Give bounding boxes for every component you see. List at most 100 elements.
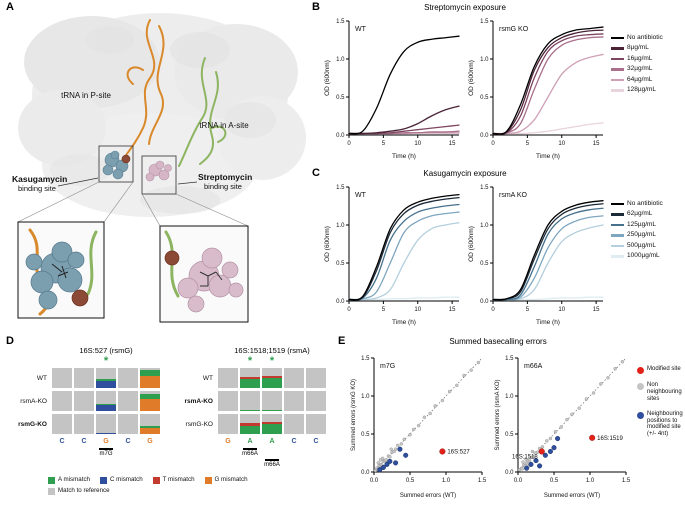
modified-site-points: 16S:1519 16S:1518 <box>512 434 624 460</box>
legend-item: 32µg/mL <box>611 65 663 72</box>
y-tick-label: 1.0 <box>361 394 370 400</box>
x-tick-label: 1.5 <box>622 478 631 484</box>
streptomycin-inset <box>159 225 249 323</box>
streptomycin-zoom-box <box>141 155 177 195</box>
kasugamycin-site-surface <box>102 150 131 180</box>
growth-curve-16-g-ml <box>492 33 604 135</box>
legend-swatch <box>611 47 624 50</box>
mismatch-cell <box>262 368 282 388</box>
x-tick-label: 10 <box>558 307 565 313</box>
panel-e-legend: Modified site Non neighbouring sites Neigh… <box>637 366 684 438</box>
y-axis-label: OD (600nm) <box>468 60 475 96</box>
axes <box>348 187 459 302</box>
legend-label: 62µg/mL <box>627 210 653 218</box>
mismatch-segment-G <box>140 428 160 434</box>
mismatch-cell <box>52 368 72 388</box>
axes <box>348 21 459 136</box>
kasugamycin-inset <box>17 221 105 319</box>
x-axis-label: Time (h) <box>392 153 416 160</box>
y-tick-label: 0.5 <box>505 432 514 438</box>
legend-label: 64µg/mL <box>627 75 653 83</box>
x-tick-label: 10 <box>414 141 421 147</box>
y-tick-label: 1.0 <box>505 394 514 400</box>
mismatch-segment-G <box>140 375 160 388</box>
legend-label: G mismatch <box>214 476 248 483</box>
x-tick-label: 0.5 <box>406 478 415 484</box>
x-tick-label: 0 <box>347 307 351 313</box>
panel-c-title: Kasugamycin exposure <box>423 169 507 178</box>
legend-item: 500µg/mL <box>611 242 663 249</box>
significance-asterisk: * <box>247 355 253 367</box>
growth-plot-streptomycin-wt: 0 5 10 15 0.0 0.5 1.0 1.5 Time (h) OD (600nm) WT <box>324 19 460 160</box>
mismatch-cell <box>284 368 304 388</box>
mismatch-segment-C <box>96 381 116 388</box>
legend-swatch <box>637 411 644 419</box>
row-label-wt: WT <box>202 374 213 382</box>
x-tick-label: 15 <box>449 141 456 147</box>
mismatch-cell <box>306 391 326 411</box>
non-neighbouring-points <box>373 360 481 473</box>
legend-item: Non neighbouring sites <box>637 382 684 403</box>
x-tick-label: 0 <box>347 141 351 147</box>
legend-item: 128µg/mL <box>611 86 663 93</box>
y-tick-label: 1.5 <box>480 19 489 25</box>
mismatch-cell <box>52 414 72 434</box>
y-tick-label: 1.0 <box>336 57 345 63</box>
mismatch-cell <box>74 391 94 411</box>
x-tick-label: 15 <box>449 307 456 313</box>
x-axis-label: Summed errors (WT) <box>544 493 600 499</box>
mismatch-cell <box>306 368 326 388</box>
annotation-label: m66A <box>242 451 258 457</box>
label-arrows <box>57 177 198 187</box>
streptomycin-molecule-sticks <box>199 271 223 287</box>
modification-annotation: m7G <box>96 448 116 457</box>
mismatch-cell <box>262 391 282 411</box>
legend-swatch <box>611 234 624 237</box>
modified-site-points: 16S:527 <box>439 448 470 455</box>
y-tick-label: 1.5 <box>505 356 514 362</box>
x-tick-label: 0 <box>491 307 495 313</box>
y-tick-label: 1.5 <box>336 19 345 25</box>
annotation-bracket <box>265 459 279 461</box>
growth-curve-250-g-ml <box>348 211 460 301</box>
y-tick-label: 0.5 <box>361 432 370 438</box>
legend-label: 32µg/mL <box>627 65 653 73</box>
growth-curve-62-g-ml <box>348 196 460 301</box>
x-tick-label: 10 <box>558 141 565 147</box>
row-label-rsmg-ko: rsmG-KO <box>18 420 47 428</box>
x-axis-label: Time (h) <box>392 319 416 326</box>
streptomycin-sublabel: binding site <box>204 182 242 191</box>
non-neighbouring-points <box>517 360 625 472</box>
legend-label: Neighbouring positions to modified site … <box>647 410 683 438</box>
kasugamycin-sublabel: binding site <box>18 184 56 193</box>
mismatch-cell <box>140 414 160 434</box>
growth-curve-no-antibiotic <box>348 35 460 135</box>
significance-asterisk: * <box>269 355 275 367</box>
modified-site-annotation: 16S:527 <box>447 449 470 455</box>
legend-item: C mismatch <box>99 476 143 484</box>
legend-item: T mismatch <box>152 476 195 484</box>
legend-item: 125µg/mL <box>611 221 663 228</box>
growth-plot-kasugamycin-rsma-ko: 0 5 10 15 0.0 0.5 1.0 1.5 Time (h) OD (600nm) rsmA… <box>468 185 604 326</box>
mismatch-cell <box>218 391 238 411</box>
growth-curve-no-antibiotic <box>492 26 604 135</box>
growth-curve-500-g-ml <box>492 224 604 301</box>
modified-site-annotation: 16S:1518 <box>512 454 538 460</box>
mismatch-cell <box>74 368 94 388</box>
y-tick-label: 0.0 <box>480 133 489 139</box>
legend-item: 8µg/mL <box>611 44 663 51</box>
reference-base-letter: G <box>225 438 231 445</box>
growth-curve-8-g-ml <box>492 29 604 135</box>
mismatch-cell <box>262 414 282 434</box>
panel-b-legend: No antibiotic 8µg/mL 16µg/mL 32µg/mL 64µg/mL… <box>611 34 663 94</box>
mismatch-panel-16s-1518-1519: 16S:1518;1519 (rsmA) * * WT rsmA-KO rsmG-KO G A… <box>176 346 336 476</box>
y-axis-label: Summed errors (rsmA KO) <box>495 379 501 450</box>
mismatch-cell <box>240 368 260 388</box>
growth-curve-no-antibiotic <box>348 193 460 301</box>
y-axis-label: OD (600nm) <box>324 60 331 96</box>
y-tick-label: 1.5 <box>336 185 345 191</box>
mismatch-segment-A <box>140 426 160 428</box>
mismatch-segment-A <box>140 393 160 400</box>
neighbouring-points <box>524 436 561 471</box>
panel-a-label: A <box>6 1 14 13</box>
